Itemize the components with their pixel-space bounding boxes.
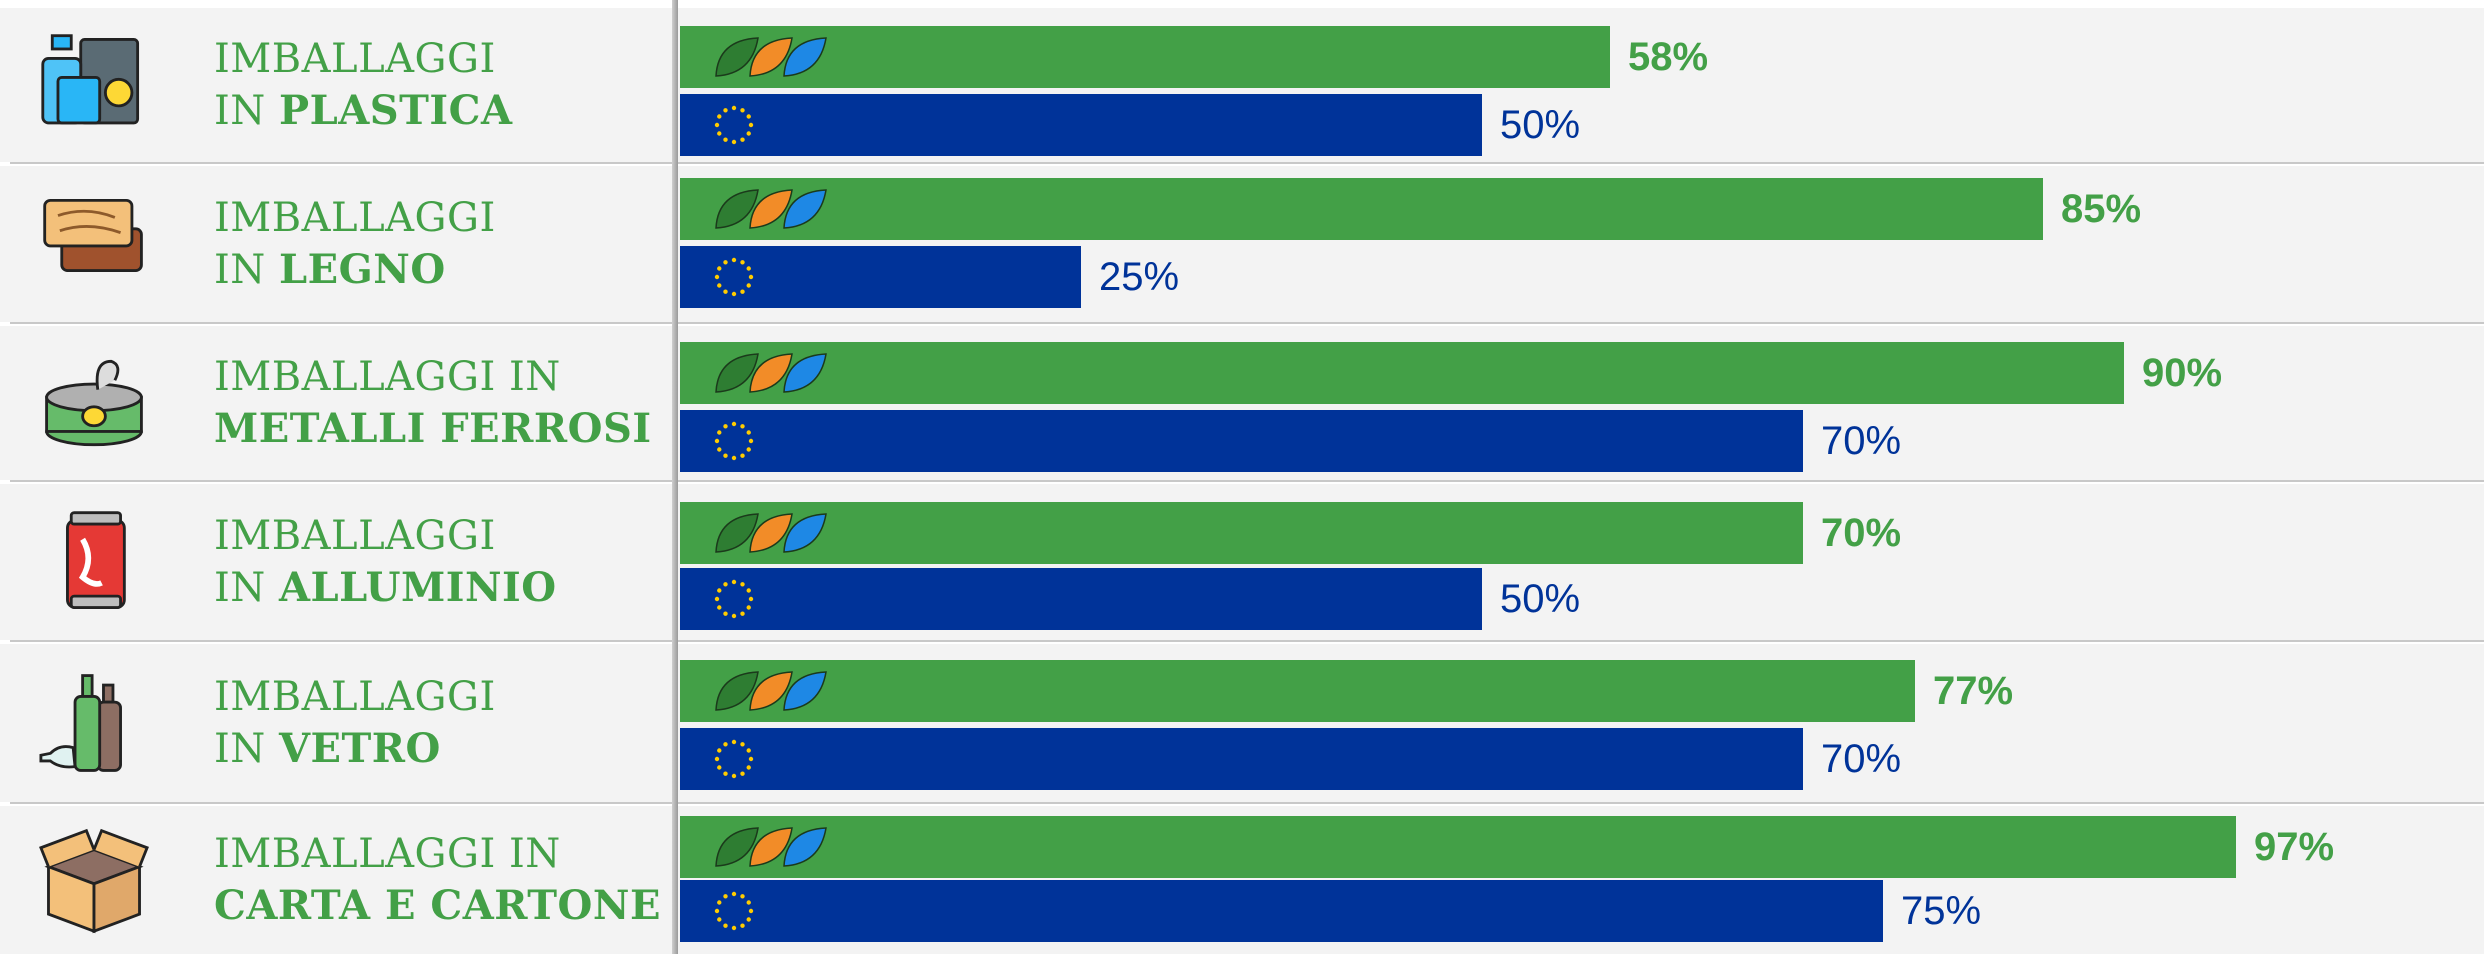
glass-bottles-icon: [39, 674, 122, 772]
category-label-prefix: IN: [214, 88, 280, 134]
tin-can-icon: [45, 359, 143, 447]
bar-eu-target: [680, 246, 1081, 308]
category-label-line1: IMBALLAGGI: [214, 674, 496, 720]
eu-stars-icon: [714, 739, 754, 779]
category-label-line2: IN ALLUMINIO: [214, 562, 557, 614]
brand-leaf-logo-icon: [715, 827, 827, 867]
bar-eu-target: [680, 410, 1803, 472]
bar-eu-target: [680, 880, 1883, 942]
bar-eu-target: [680, 728, 1803, 790]
category-label-material: METALLI FERROSI: [214, 405, 652, 452]
eu-stars-icon: [714, 105, 754, 145]
bar-value-label: 70%: [1821, 419, 1902, 463]
category-label-prefix: IN: [214, 726, 280, 772]
category-label-line2: IN LEGNO: [214, 244, 496, 296]
bar-value-label: 25%: [1099, 255, 1180, 299]
category-label: IMBALLAGGI IN LEGNO: [214, 192, 496, 296]
brand-leaf-logo-icon: [715, 353, 827, 393]
bar-value-label: 50%: [1500, 577, 1581, 621]
category-label-line2: CARTA E CARTONE: [214, 880, 661, 932]
brand-leaf-logo-icon: [715, 37, 827, 77]
category-label-material: VETRO: [279, 725, 441, 772]
category-label: IMBALLAGGI IN ALLUMINIO: [214, 510, 557, 614]
bar-target: [680, 660, 1915, 722]
category-label-line1: IMBALLAGGI IN: [214, 354, 561, 400]
row-separator: [10, 802, 2484, 804]
bar-value-label: 90%: [2142, 351, 2223, 395]
aluminium-can-icon: [66, 511, 126, 609]
cardboard-box-icon: [39, 828, 149, 934]
category-label-material: PLASTICA: [279, 87, 513, 134]
brand-leaf-logo-icon: [715, 189, 827, 229]
bar-value-label: 70%: [1821, 737, 1902, 781]
brand-leaf-logo-icon: [715, 513, 827, 553]
category-label: IMBALLAGGI IN PLASTICA: [214, 33, 513, 137]
brand-leaf-logo-icon: [715, 671, 827, 711]
category-label-line1: IMBALLAGGI: [214, 513, 496, 559]
category-label: IMBALLAGGI IN VETRO: [214, 671, 496, 775]
category-label-line1: IMBALLAGGI: [214, 36, 496, 82]
row-separator: [10, 480, 2484, 482]
category-label-material: CARTA E CARTONE: [214, 882, 661, 929]
eu-stars-icon: [714, 579, 754, 619]
bar-value-label: 77%: [1933, 669, 2014, 713]
category-label-line1: IMBALLAGGI: [214, 195, 496, 241]
category-label-line1: IMBALLAGGI IN: [214, 831, 561, 877]
bar-target: [680, 26, 1610, 88]
bar-target: [680, 342, 2124, 404]
category-label: IMBALLAGGI IN METALLI FERROSI: [214, 351, 652, 455]
bar-value-label: 70%: [1821, 511, 1902, 555]
category-label-prefix: IN: [214, 247, 280, 293]
bar-target: [680, 816, 2236, 878]
bar-value-label: 97%: [2254, 825, 2335, 869]
row-separator: [10, 640, 2484, 642]
bar-target: [680, 502, 1803, 564]
category-label-line2: IN PLASTICA: [214, 85, 513, 137]
chart-axis-divider: [672, 0, 678, 954]
category-label-material: LEGNO: [279, 246, 446, 293]
bar-value-label: 50%: [1500, 103, 1581, 147]
bar-value-label: 75%: [1901, 889, 1982, 933]
bar-eu-target: [680, 568, 1482, 630]
bar-value-label: 58%: [1628, 35, 1709, 79]
eu-stars-icon: [714, 257, 754, 297]
bar-value-label: 85%: [2061, 187, 2142, 231]
category-label-material: ALLUMINIO: [279, 564, 557, 611]
bar-eu-target: [680, 94, 1482, 156]
category-label-prefix: IN: [214, 565, 280, 611]
eu-stars-icon: [714, 891, 754, 931]
bar-target: [680, 178, 2043, 240]
category-label-line2: METALLI FERROSI: [214, 403, 652, 455]
category-label: IMBALLAGGI IN CARTA E CARTONE: [214, 828, 661, 932]
plastic-packaging-icon: [41, 34, 140, 125]
eu-stars-icon: [714, 421, 754, 461]
wood-packaging-icon: [43, 198, 143, 272]
row-separator: [10, 322, 2484, 324]
category-label-line2: IN VETRO: [214, 723, 496, 775]
row-separator: [10, 162, 2484, 164]
